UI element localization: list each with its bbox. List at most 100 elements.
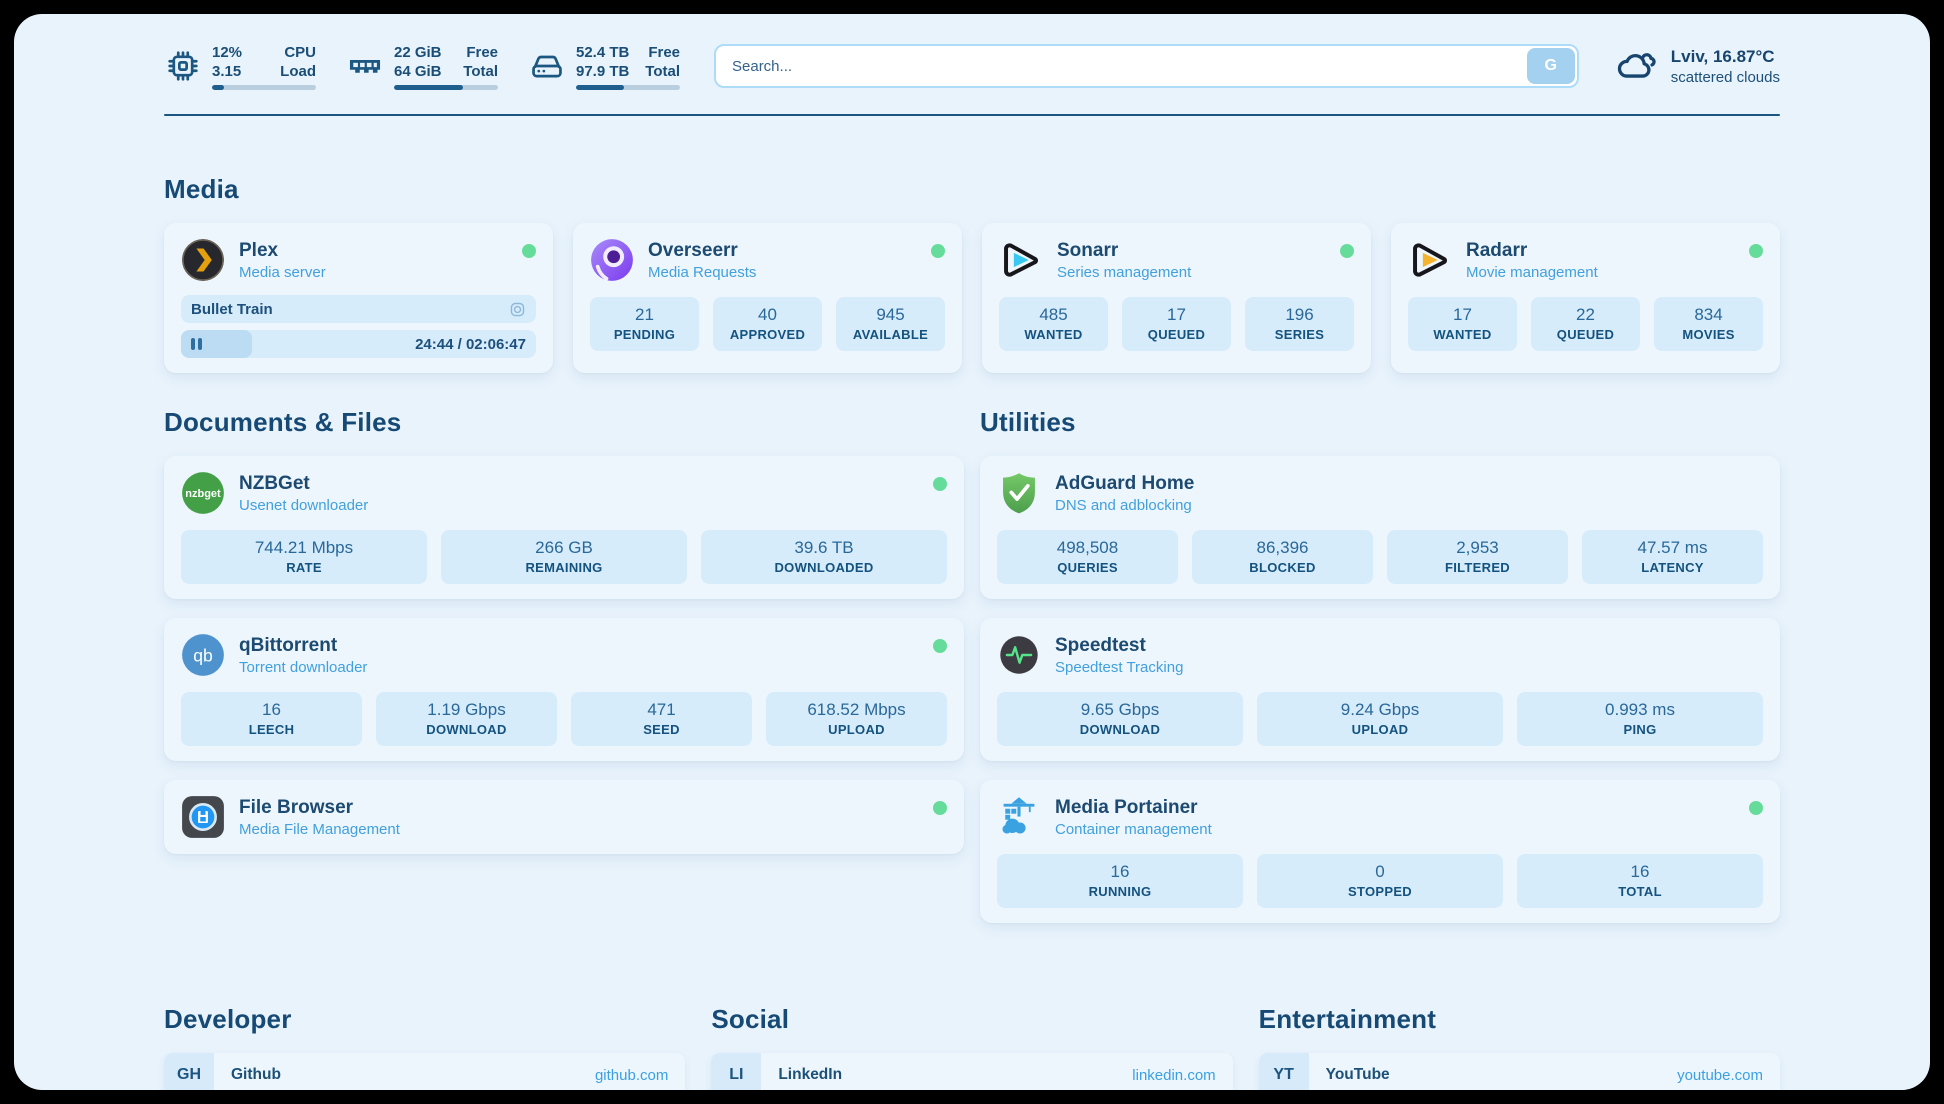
stat-box-seed: 471 SEED bbox=[571, 692, 752, 746]
weather-widget: Lviv, 16.87°C scattered clouds bbox=[1615, 44, 1780, 88]
app-card-portainer[interactable]: Media Portainer Container management 16 … bbox=[980, 780, 1780, 923]
app-card-adguard[interactable]: AdGuard Home DNS and adblocking 498,508 … bbox=[980, 456, 1780, 599]
weather-condition: scattered clouds bbox=[1670, 68, 1780, 86]
app-subtitle: Media Requests bbox=[648, 263, 757, 281]
app-title: Media Portainer bbox=[1055, 796, 1198, 818]
app-card-speedtest[interactable]: Speedtest Speedtest Tracking 9.65 Gbps D… bbox=[980, 618, 1780, 761]
stat-box-series: 196 SERIES bbox=[1245, 297, 1354, 351]
link-youtube[interactable]: YT YouTube youtube.com bbox=[1258, 1053, 1780, 1090]
stat-box-pending: 21 PENDING bbox=[590, 297, 699, 351]
top-bar: 12% CPU 3.15 Load bbox=[164, 38, 1780, 94]
radarr-logo-icon bbox=[1408, 238, 1452, 282]
dashboard-page: 12% CPU 3.15 Load bbox=[14, 14, 1930, 1090]
stat-box-approved: 40 APPROVED bbox=[713, 297, 822, 351]
cpu-progress-bar bbox=[212, 84, 316, 90]
system-stats: 12% CPU 3.15 Load bbox=[164, 43, 680, 90]
stat-box-download: 1.19 Gbps DOWNLOAD bbox=[376, 692, 557, 746]
portainer-logo-icon bbox=[997, 795, 1041, 839]
documents-column: Documents & Files nzbget NZBGet Usenet d bbox=[164, 407, 964, 942]
app-title: Overseerr bbox=[648, 239, 738, 261]
status-online-dot bbox=[933, 801, 947, 815]
app-subtitle: Movie management bbox=[1466, 263, 1598, 281]
app-card-nzbget[interactable]: nzbget NZBGet Usenet downloader 744.21 M… bbox=[164, 456, 964, 599]
app-subtitle: Torrent downloader bbox=[239, 658, 368, 676]
social-links-column: Social LI LinkedIn linkedin.com TW Twitt… bbox=[711, 1004, 1233, 1090]
developer-links-column: Developer GH Github github.com SO StackO… bbox=[164, 1004, 686, 1090]
app-subtitle: Media File Management bbox=[239, 820, 400, 838]
cpu-load-value: 3.15 bbox=[212, 62, 242, 80]
pause-icon[interactable] bbox=[191, 338, 202, 350]
link-abbr-badge: LI bbox=[711, 1053, 762, 1090]
link-linkedin[interactable]: LI LinkedIn linkedin.com bbox=[711, 1053, 1233, 1090]
app-title: qBittorrent bbox=[239, 634, 338, 656]
app-title: Speedtest bbox=[1055, 634, 1146, 656]
app-subtitle: Container management bbox=[1055, 820, 1212, 838]
section-title-social: Social bbox=[711, 1004, 790, 1034]
stat-box-filtered: 2,953 FILTERED bbox=[1387, 530, 1568, 584]
app-card-filebrowser[interactable]: File Browser Media File Management bbox=[164, 780, 964, 854]
link-github[interactable]: GH Github github.com bbox=[164, 1053, 686, 1090]
stat-box-download: 9.65 Gbps DOWNLOAD bbox=[997, 692, 1243, 746]
app-card-plex[interactable]: Plex Media server Bullet Train bbox=[164, 223, 553, 373]
search-input[interactable] bbox=[714, 44, 1579, 88]
now-playing-title: Bullet Train bbox=[191, 300, 273, 318]
app-subtitle: DNS and adblocking bbox=[1055, 496, 1192, 514]
ram-progress-bar bbox=[394, 84, 498, 90]
adguard-logo-icon bbox=[997, 471, 1041, 515]
section-title-developer: Developer bbox=[164, 1004, 292, 1034]
link-abbr-badge: GH bbox=[164, 1053, 214, 1090]
app-card-sonarr[interactable]: Sonarr Series management 485 WANTED 17 Q… bbox=[982, 223, 1371, 373]
ram-free-label: Free bbox=[466, 43, 498, 61]
app-title: AdGuard Home bbox=[1055, 472, 1195, 494]
status-online-dot bbox=[933, 639, 947, 653]
stat-box-rate: 744.21 Mbps RATE bbox=[181, 530, 427, 584]
stat-box-ping: 0.993 ms PING bbox=[1517, 692, 1763, 746]
disk-total-value: 97.9 TB bbox=[576, 62, 630, 80]
section-title-documents: Documents & Files bbox=[164, 407, 402, 437]
entertainment-links-column: Entertainment YT YouTube youtube.com NF … bbox=[1258, 1004, 1780, 1090]
speedtest-logo-icon bbox=[997, 633, 1041, 677]
disk-total-label: Total bbox=[645, 62, 680, 80]
plex-logo-icon bbox=[181, 238, 225, 282]
playback-progress-bar[interactable]: 24:44 / 02:06:47 bbox=[181, 330, 536, 358]
app-title: Radarr bbox=[1466, 239, 1528, 261]
ram-total-value: 64 GiB bbox=[394, 62, 442, 80]
stat-box-upload: 9.24 Gbps UPLOAD bbox=[1257, 692, 1503, 746]
stat-box-movies: 834 MOVIES bbox=[1654, 297, 1763, 351]
stat-box-queued: 17 QUEUED bbox=[1122, 297, 1231, 351]
stat-box-latency: 47.57 ms LATENCY bbox=[1582, 530, 1763, 584]
weather-location-temp: Lviv, 16.87°C bbox=[1670, 46, 1775, 66]
app-card-radarr[interactable]: Radarr Movie management 17 WANTED 22 QUE… bbox=[1391, 223, 1780, 373]
app-card-qbittorrent[interactable]: qb qBittorrent Torrent downloader 16 LEE… bbox=[164, 618, 964, 761]
stat-box-queries: 498,508 QUERIES bbox=[997, 530, 1178, 584]
section-title-utilities: Utilities bbox=[980, 407, 1076, 437]
disk-icon bbox=[528, 47, 566, 85]
status-online-dot bbox=[522, 244, 536, 258]
app-card-overseerr[interactable]: Overseerr Media Requests 21 PENDING 40 A… bbox=[573, 223, 962, 373]
cpu-label: CPU bbox=[284, 43, 316, 61]
status-online-dot bbox=[931, 244, 945, 258]
stat-box-remaining: 266 GB REMAINING bbox=[441, 530, 687, 584]
cpu-icon bbox=[164, 47, 202, 85]
app-subtitle: Usenet downloader bbox=[239, 496, 369, 514]
app-subtitle: Series management bbox=[1057, 263, 1192, 281]
stat-box-queued: 22 QUEUED bbox=[1531, 297, 1640, 351]
status-online-dot bbox=[933, 477, 947, 491]
app-title: NZBGet bbox=[239, 472, 310, 494]
status-online-dot bbox=[1749, 244, 1763, 258]
stat-box-upload: 618.52 Mbps UPLOAD bbox=[766, 692, 947, 746]
stat-box-wanted: 17 WANTED bbox=[1408, 297, 1517, 351]
filebrowser-logo-icon bbox=[181, 795, 225, 839]
cpu-load-label: Load bbox=[280, 62, 316, 80]
status-online-dot bbox=[1749, 801, 1763, 815]
overseerr-logo-icon bbox=[590, 238, 634, 282]
ram-icon bbox=[346, 47, 384, 85]
cpu-usage-value: 12% bbox=[212, 43, 243, 61]
stat-box-leech: 16 LEECH bbox=[181, 692, 362, 746]
stat-box-running: 16 RUNNING bbox=[997, 854, 1243, 908]
search-engine-button[interactable]: G bbox=[1526, 48, 1575, 84]
section-title-entertainment: Entertainment bbox=[1258, 1004, 1437, 1034]
app-title: Sonarr bbox=[1057, 239, 1119, 261]
svg-text:qb: qb bbox=[193, 646, 213, 666]
app-title: File Browser bbox=[239, 796, 354, 818]
